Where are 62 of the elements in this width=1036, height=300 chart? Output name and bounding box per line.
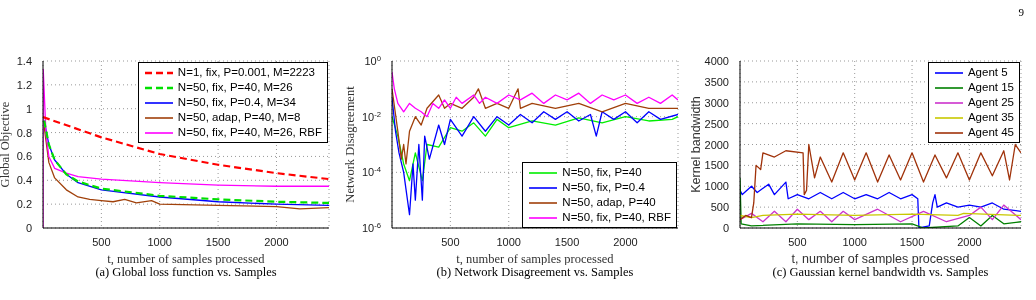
- x-tick-label: 2000: [613, 236, 638, 248]
- x-tick-label: 2000: [957, 236, 982, 248]
- x-tick-label: 500: [441, 236, 460, 248]
- y-tick-label: 0.8: [16, 126, 32, 139]
- y-tick-label: 10$^{0}$: [364, 53, 381, 67]
- y-tick-label: 2000: [704, 138, 729, 151]
- y-tick-label: 4000: [704, 55, 729, 67]
- text: (b) Network Disagreement vs. Samples: [435, 265, 635, 280]
- legend-label: N=50, fix, P=40, M=26: [177, 80, 293, 95]
- text: (c) Gaussian kernel bandwidth vs. Samples: [771, 265, 990, 280]
- y-tick-label: 1: [25, 102, 32, 115]
- legend-label: N=1, fix, P=0.001, M=2223: [177, 65, 315, 80]
- y-tick-label: 3500: [704, 75, 729, 88]
- y-tick-label: 0: [25, 222, 32, 234]
- x-tick-label: 1500: [899, 236, 925, 248]
- legend-label: N=50, adap, P=40: [562, 195, 656, 210]
- x-axis-title: t, number of samples processed: [456, 252, 615, 266]
- y-tick-label: 2500: [704, 117, 729, 130]
- line-series: [43, 115, 329, 181]
- y-tick-label: 1500: [704, 159, 729, 172]
- text: (a) Global loss function vs. Samples: [94, 265, 278, 280]
- legend-label: Agent 15: [967, 80, 1014, 95]
- y-tick-label: 10$^{-4}$: [361, 164, 382, 179]
- legend-label: N=50, fix, P=40: [562, 165, 642, 180]
- y-tick-label: 10$^{-6}$: [361, 220, 381, 234]
- line-series: [392, 88, 678, 165]
- legend-label: Agent 5: [967, 65, 1008, 80]
- y-tick-label: 3000: [704, 96, 729, 109]
- y-tick-label: 0.2: [16, 198, 32, 211]
- y-tick-label: 0.6: [16, 150, 32, 163]
- legend-label: N=50, fix, P=0.4: [562, 180, 645, 195]
- y-tick-label: 1.4: [16, 55, 32, 67]
- legend-label: N=50, adap, P=40, M=8: [177, 110, 301, 125]
- x-axis-title: t, number of samples processed: [791, 252, 970, 266]
- x-tick-label: 2000: [264, 236, 289, 248]
- legend-label: N=50, fix, P=0.4, M=34: [177, 95, 296, 110]
- text: 9: [1018, 6, 1024, 18]
- x-tick-label: 1000: [496, 236, 521, 248]
- y-tick-label: 1000: [704, 180, 729, 193]
- line-series: [740, 204, 1021, 223]
- y-tick-label: 500: [710, 201, 729, 214]
- x-tick-label: 500: [788, 236, 807, 248]
- legend-label: Agent 35: [967, 110, 1014, 125]
- legend-label: N=50, fix, P=40, RBF: [562, 210, 671, 225]
- x-tick-label: 500: [92, 236, 111, 248]
- y-tick-label: 0.4: [16, 174, 32, 187]
- y-axis-title: Global Objective: [0, 101, 13, 188]
- x-axis-title: t, number of samples processed: [107, 252, 266, 266]
- y-axis-title: Kernel bandwidth: [689, 96, 704, 193]
- x-tick-label: 1500: [205, 236, 231, 248]
- y-tick-label: 1.2: [16, 78, 32, 91]
- y-tick-label: 10$^{-2}$: [361, 109, 381, 123]
- line-series: [392, 116, 678, 182]
- y-tick-label: 0: [722, 222, 729, 234]
- y-axis-title: Network Disagreement: [343, 85, 358, 203]
- legend-label: Agent 25: [967, 95, 1014, 110]
- x-tick-label: 1500: [554, 236, 580, 248]
- x-tick-label: 1000: [842, 236, 867, 248]
- legend-label: Agent 45: [967, 125, 1014, 140]
- line-series: [740, 143, 1021, 221]
- x-tick-label: 1000: [147, 236, 172, 248]
- legend-label: N=50, fix, P=40, M=26, RBF: [177, 125, 322, 140]
